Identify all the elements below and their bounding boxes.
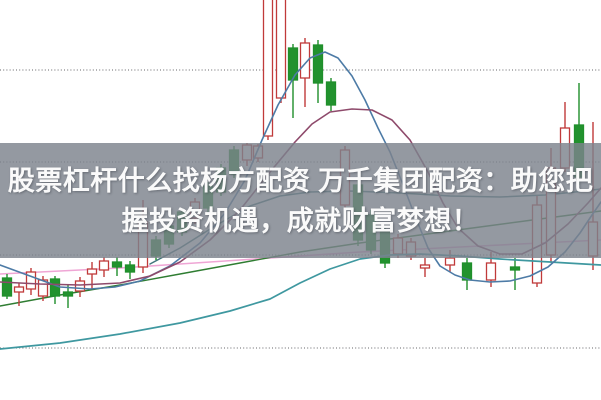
candle-body-down xyxy=(62,291,74,297)
candle-body-down xyxy=(49,278,61,297)
candle-body-down xyxy=(111,261,123,268)
ma-teal xyxy=(0,253,601,350)
candle-body-down xyxy=(325,81,337,106)
candle-body-up xyxy=(419,264,431,269)
candle-body-up xyxy=(275,0,287,99)
candle-body-down xyxy=(312,44,324,84)
candle-body-up xyxy=(98,260,110,271)
candle-body-up xyxy=(485,262,497,281)
candle-body-down xyxy=(124,264,136,273)
candle-body-up xyxy=(13,286,25,293)
candle-body-down xyxy=(287,47,299,81)
candle-body-up xyxy=(444,257,456,266)
caption-banner: 股票杠杆什么找杨方配资 万千集团配资：助您把 握投资机遇，成就财富梦想！ xyxy=(0,143,601,258)
caption-line-2: 握投资机遇，成就财富梦想！ xyxy=(121,206,480,236)
candle-body-down xyxy=(461,262,473,281)
candle-body-up xyxy=(86,268,98,275)
candle-body-down xyxy=(1,277,13,297)
candle-body-up xyxy=(262,0,274,137)
candle-body-up xyxy=(74,280,86,292)
caption-line-1: 股票杠杆什么找杨方配资 万千集团配资：助您把 xyxy=(7,166,594,196)
candle-body-up xyxy=(299,42,311,79)
candle-body-up xyxy=(25,271,37,290)
candle-body-down xyxy=(509,266,521,271)
